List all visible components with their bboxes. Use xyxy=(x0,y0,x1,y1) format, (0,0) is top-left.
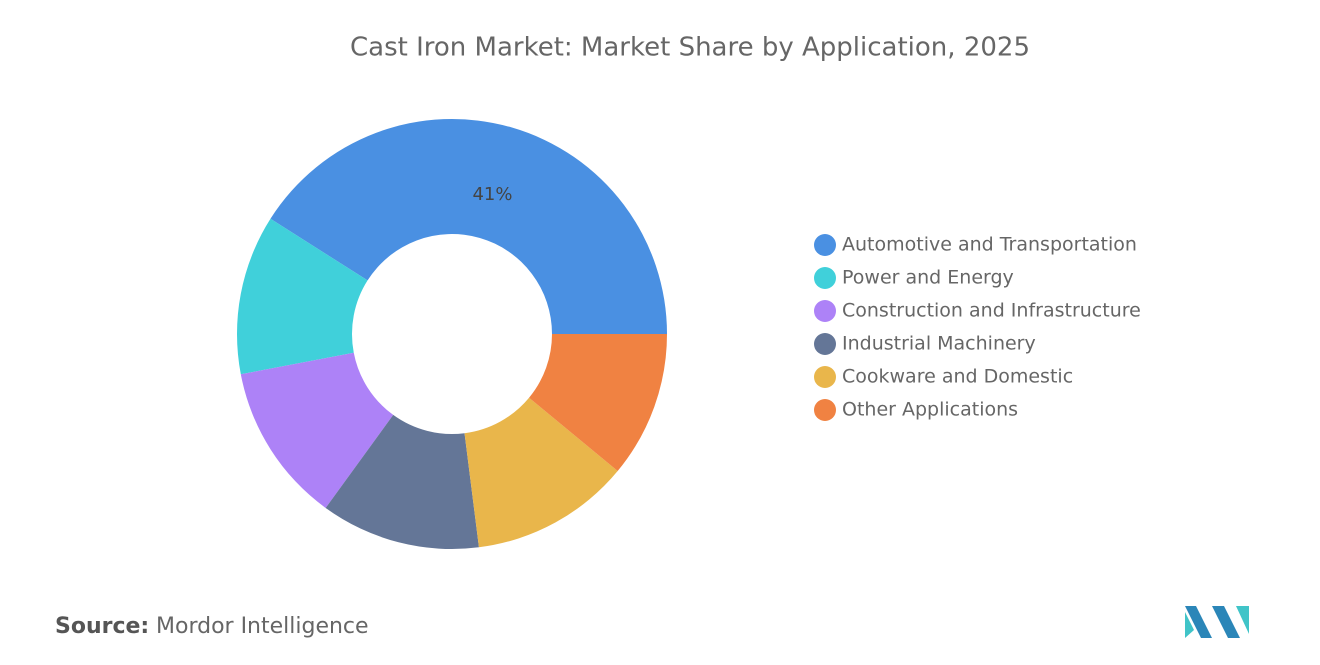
legend-label: Construction and Infrastructure xyxy=(842,300,1141,322)
data-label: 41% xyxy=(472,184,512,205)
legend-marker xyxy=(814,234,836,256)
legend-label: Cookware and Domestic xyxy=(842,366,1073,388)
slice xyxy=(464,397,618,548)
slice xyxy=(270,118,667,334)
legend-label: Other Applications xyxy=(842,399,1018,421)
slice xyxy=(529,334,667,472)
slice xyxy=(240,352,394,508)
legend-marker xyxy=(814,333,836,355)
logo xyxy=(1185,606,1249,638)
chart-title: Cast Iron Market: Market Share by Applic… xyxy=(350,33,1030,63)
legend-label: Automotive and Transportation xyxy=(842,234,1137,256)
legend-label: Industrial Machinery xyxy=(842,333,1036,355)
legend-label: Power and Energy xyxy=(842,267,1014,289)
source-text: Mordor Intelligence xyxy=(156,614,369,639)
slice xyxy=(236,218,368,375)
source-label: Source: xyxy=(55,614,149,639)
legend-marker xyxy=(814,267,836,289)
legend-marker xyxy=(814,300,836,322)
legend-marker xyxy=(814,399,836,421)
slice xyxy=(325,414,479,550)
legend-marker xyxy=(814,366,836,388)
